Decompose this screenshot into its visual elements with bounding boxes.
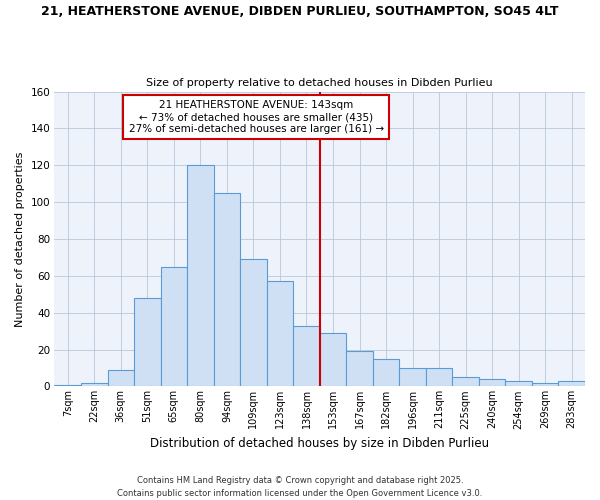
Bar <box>161 266 187 386</box>
Bar <box>346 352 373 386</box>
Bar <box>107 370 134 386</box>
Bar <box>55 384 81 386</box>
Bar <box>479 379 505 386</box>
Bar <box>559 381 585 386</box>
Title: Size of property relative to detached houses in Dibden Purlieu: Size of property relative to detached ho… <box>146 78 493 88</box>
Bar <box>214 193 240 386</box>
Text: Contains HM Land Registry data © Crown copyright and database right 2025.
Contai: Contains HM Land Registry data © Crown c… <box>118 476 482 498</box>
Bar <box>532 382 559 386</box>
Bar <box>400 368 426 386</box>
Bar <box>505 381 532 386</box>
Bar <box>426 368 452 386</box>
Bar <box>81 382 107 386</box>
Text: 21 HEATHERSTONE AVENUE: 143sqm
← 73% of detached houses are smaller (435)
27% of: 21 HEATHERSTONE AVENUE: 143sqm ← 73% of … <box>128 100 383 134</box>
Bar <box>293 326 320 386</box>
Bar <box>266 282 293 387</box>
Bar <box>134 298 161 386</box>
Bar <box>240 259 266 386</box>
Bar <box>320 333 346 386</box>
X-axis label: Distribution of detached houses by size in Dibden Purlieu: Distribution of detached houses by size … <box>150 437 489 450</box>
Bar <box>452 377 479 386</box>
Text: 21, HEATHERSTONE AVENUE, DIBDEN PURLIEU, SOUTHAMPTON, SO45 4LT: 21, HEATHERSTONE AVENUE, DIBDEN PURLIEU,… <box>41 5 559 18</box>
Y-axis label: Number of detached properties: Number of detached properties <box>15 152 25 326</box>
Bar <box>373 358 400 386</box>
Bar <box>187 166 214 386</box>
